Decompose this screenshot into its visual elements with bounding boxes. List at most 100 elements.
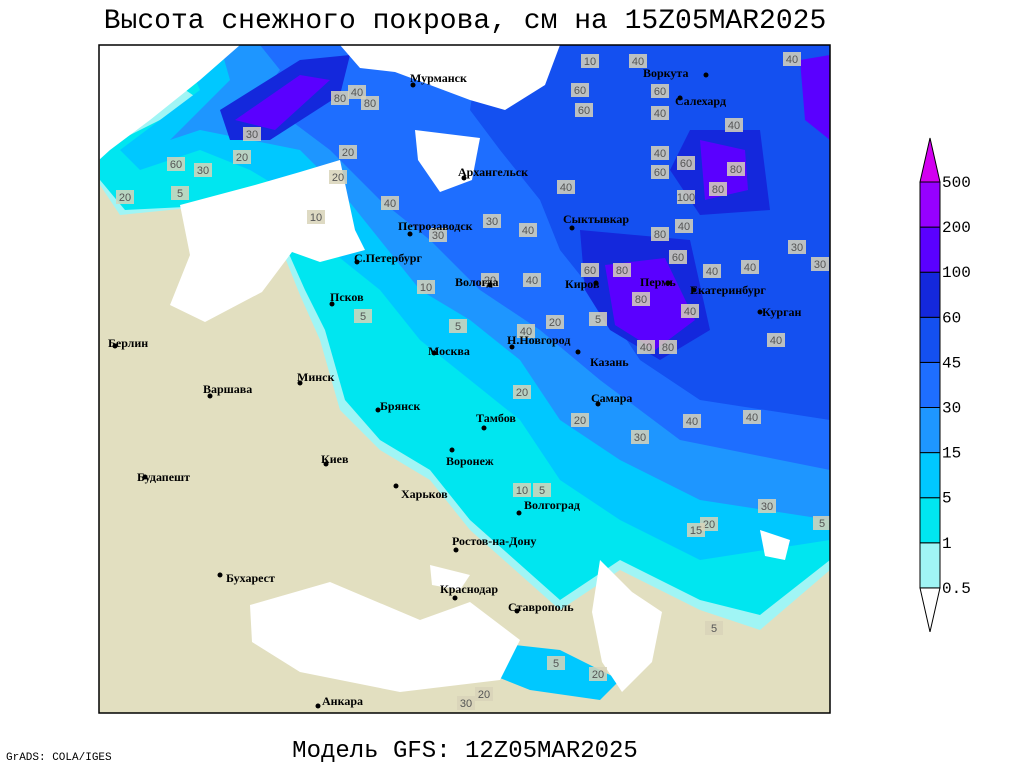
contour-label: 80 — [334, 93, 346, 105]
contour-label-box — [703, 264, 721, 278]
city-label: Москва — [428, 344, 470, 358]
city-dot — [569, 225, 575, 231]
contour-label: 100 — [677, 192, 695, 204]
city-label: Н.Новгород — [507, 333, 570, 347]
contour-label: 80 — [730, 164, 742, 176]
city-label: Киров — [565, 277, 600, 291]
contour-label: 10 — [516, 485, 528, 497]
contour-label: 20 — [332, 172, 344, 184]
contour-label: 60 — [170, 159, 182, 171]
colorbar-box — [919, 271, 941, 318]
contour-label: 80 — [654, 229, 666, 241]
contour-label-box — [194, 163, 212, 177]
colorbar-label: 45 — [942, 354, 961, 372]
contour-label: 60 — [654, 86, 666, 98]
city-label: Берлин — [108, 336, 148, 350]
city-label: Казань — [590, 355, 629, 369]
city-label: Минск — [297, 370, 334, 384]
contour-label: 60 — [584, 265, 596, 277]
city-label: Мурманск — [410, 71, 467, 85]
contour-label-box — [651, 146, 669, 160]
contour-label-box — [417, 280, 435, 294]
colorbar-label: 5 — [942, 490, 952, 508]
contour-label: 40 — [678, 221, 690, 233]
colorbar-label: 1 — [942, 535, 952, 553]
contour-label-box — [339, 145, 357, 159]
city-dot — [593, 280, 599, 286]
city-dot — [431, 350, 437, 356]
contour-label: 30 — [246, 129, 258, 141]
contour-label: 5 — [553, 658, 559, 670]
contour-label-box — [243, 127, 261, 141]
city-dot — [509, 344, 515, 350]
contour-label-box — [361, 96, 379, 110]
city-dot — [323, 461, 329, 467]
city-label: Воронеж — [446, 454, 494, 468]
city-label: Архангельск — [458, 165, 528, 179]
contour-label-box — [116, 190, 134, 204]
sea — [250, 582, 520, 692]
contour-label-box — [811, 257, 829, 271]
contour-label-box — [709, 182, 727, 196]
contour-label: 40 — [640, 342, 652, 354]
contour-label-box — [687, 523, 705, 537]
contour-label-box — [354, 309, 372, 323]
contour-label-box — [783, 52, 801, 66]
contour-label: 40 — [654, 108, 666, 120]
contour-label: 5 — [819, 518, 825, 530]
contour-label: 60 — [672, 252, 684, 264]
contour-label: 30 — [486, 216, 498, 228]
city-label: Краснодар — [440, 582, 498, 596]
city-label: Будапешт — [137, 470, 190, 484]
city-label: Петрозаводск — [398, 219, 473, 233]
colorbar-box — [919, 452, 941, 499]
city-dot — [514, 608, 520, 614]
city-dot — [393, 483, 399, 489]
contour-label-box — [513, 385, 531, 399]
contour-label: 5 — [539, 485, 545, 497]
contour-label: 20 — [574, 415, 586, 427]
city-label: Варшава — [203, 382, 252, 396]
contour-label-box — [517, 324, 535, 338]
contour-label-box — [547, 656, 565, 670]
contour-label: 5 — [711, 623, 717, 635]
city-dot — [516, 510, 522, 516]
city-label: Харьков — [401, 487, 448, 501]
contour-label-box — [589, 667, 607, 681]
contour-label: 40 — [632, 56, 644, 68]
colorbar-box — [919, 181, 941, 228]
city-label: Курган — [762, 305, 802, 319]
contour-label: 60 — [654, 167, 666, 179]
contour-label: 5 — [177, 188, 183, 200]
city-label: Воркута — [643, 66, 688, 80]
sea — [592, 560, 662, 692]
contour-label-box — [705, 621, 723, 635]
city-dot — [691, 287, 697, 293]
contour-label-box — [669, 250, 687, 264]
contour-label-box — [331, 91, 349, 105]
colorbar-label: 500 — [942, 174, 971, 192]
city-label: Вологда — [455, 275, 499, 289]
city-label: Тамбов — [476, 411, 516, 425]
contour-label-box — [629, 54, 647, 68]
contour-label-box — [513, 483, 531, 497]
city-label: Киев — [321, 452, 349, 466]
contour-label: 40 — [520, 326, 532, 338]
contour-label: 30 — [460, 698, 472, 710]
city-dot — [142, 474, 148, 480]
colorbar-label: 15 — [942, 445, 961, 463]
contour-label-box — [329, 170, 347, 184]
contour-label: 40 — [746, 412, 758, 424]
contour-label-box — [651, 106, 669, 120]
contour-label: 40 — [384, 198, 396, 210]
contour-label-box — [575, 103, 593, 117]
contour-label: 80 — [616, 265, 628, 277]
contour-label-box — [171, 186, 189, 200]
contour-label-box — [481, 273, 499, 287]
city-dot — [407, 231, 413, 237]
city-dot — [217, 572, 223, 578]
contour-label: 20 — [484, 275, 496, 287]
contour-label-box — [681, 304, 699, 318]
contour-label: 80 — [712, 184, 724, 196]
contour-label: 20 — [549, 317, 561, 329]
